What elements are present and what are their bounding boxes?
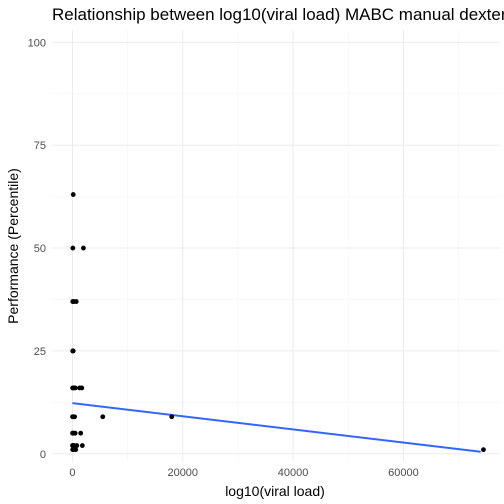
data-point [70,192,76,197]
data-point [70,245,76,251]
y-tick-label: 0 [40,449,46,461]
y-axis-label: Performance (Percentile) [5,168,21,324]
data-point [72,430,78,436]
data-point [73,447,79,453]
data-point [81,245,86,251]
data-point [70,348,76,354]
data-point [100,414,106,420]
data-point [481,447,486,453]
data-points [70,192,486,453]
trend-line-layer [72,402,481,453]
data-point [72,414,78,420]
data-point [169,414,175,420]
y-tick-label: 25 [34,346,46,358]
data-point [78,430,84,436]
data-point [79,385,85,391]
y-axis-ticks: 0 25 50 75 100 [28,37,46,460]
x-axis-label: log10(viral load) [225,483,325,499]
trend-line [72,402,481,453]
data-point [79,443,85,448]
grid [52,30,500,462]
y-tick-label: 50 [34,243,46,255]
x-tick-label: 20000 [167,467,198,479]
data-point [72,385,78,391]
data-point [73,299,79,304]
x-tick-label: 0 [69,467,75,479]
x-axis-ticks: 0 20000 40000 60000 [69,467,418,479]
y-tick-label: 100 [28,37,46,49]
data-point [74,443,80,448]
chart-title: Relationship between log10(viral load) M… [52,5,504,24]
x-tick-label: 40000 [278,467,309,479]
x-tick-label: 60000 [388,467,419,479]
y-tick-label: 75 [34,140,46,152]
